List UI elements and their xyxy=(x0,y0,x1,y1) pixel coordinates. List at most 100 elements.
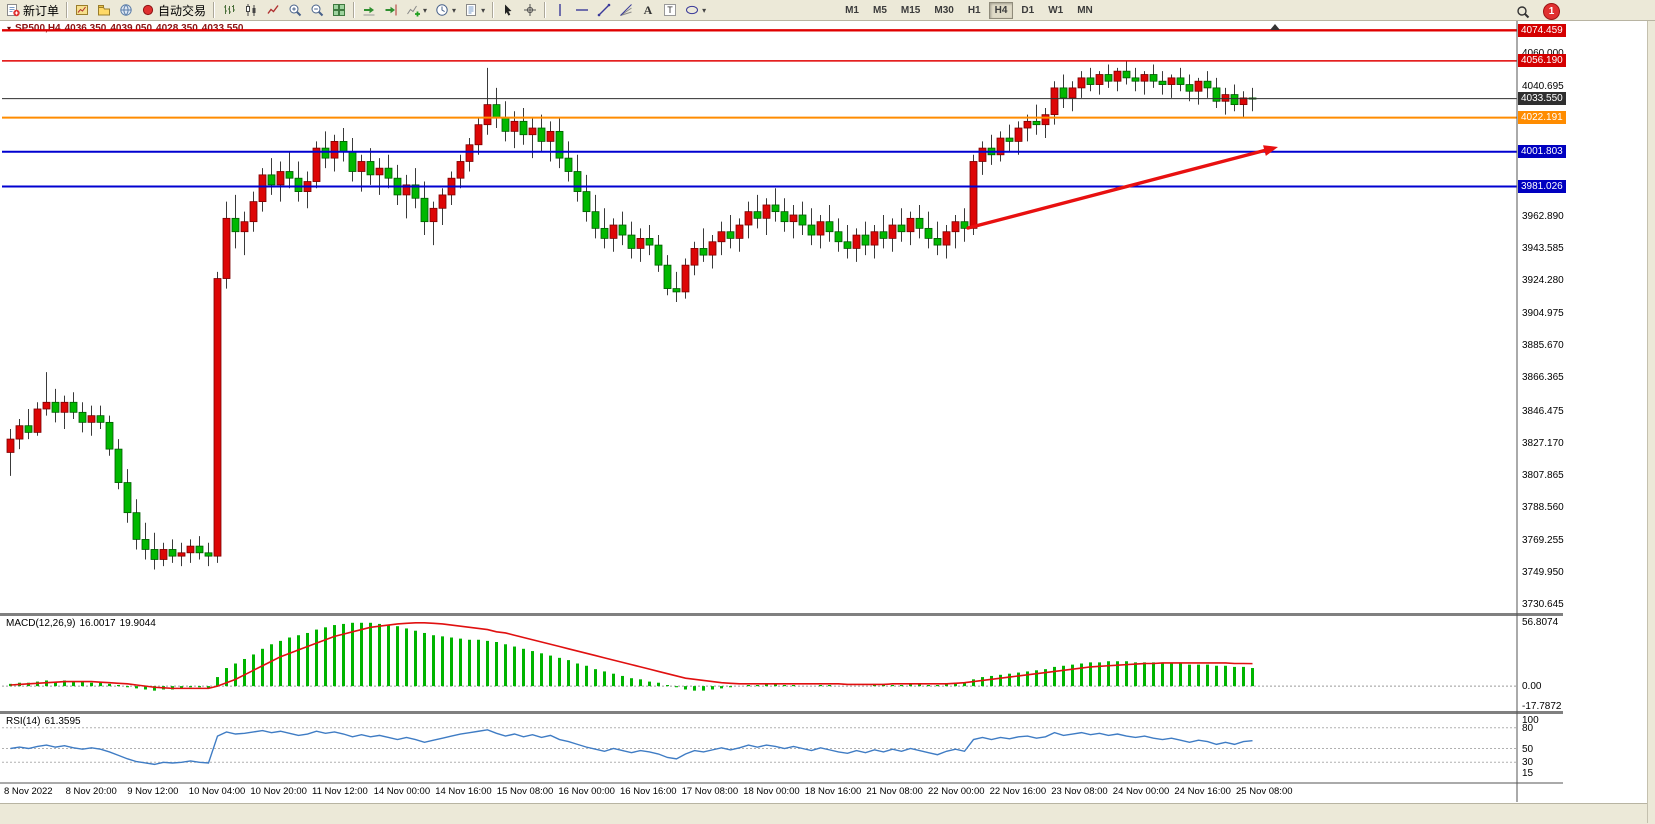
candle-down xyxy=(150,549,159,560)
candle-up xyxy=(942,231,951,246)
panel-splitter[interactable] xyxy=(0,613,1563,616)
candle-up xyxy=(60,401,69,413)
macd-name: MACD(12,26,9) xyxy=(6,618,76,629)
auto-scroll-button[interactable] xyxy=(358,1,380,20)
candle-up xyxy=(1014,127,1023,142)
crosshair-button[interactable] xyxy=(519,1,541,20)
main-toolbar: 新订单 自动交易 ▾ ▾ ▾ A T ▾ M1 M5 M15 M30 H1 H4 D1 W1 MN 1 xyxy=(0,0,1655,21)
shapes-button[interactable]: ▾ xyxy=(681,1,710,20)
candle-up xyxy=(15,425,24,440)
price-axis-label: 3769.255 xyxy=(1522,534,1564,546)
rsi-label: RSI(14) 61.3595 xyxy=(6,716,85,727)
text-button[interactable]: A xyxy=(637,1,659,20)
chart-area[interactable]: ▾ SP500,H4 4036.350 4039.050 4028.350 4033.55… xyxy=(0,21,1655,824)
trendline-button[interactable] xyxy=(593,1,615,20)
trend-arrow-line[interactable] xyxy=(966,148,1267,230)
timeframe-M30[interactable]: M30 xyxy=(928,2,959,19)
candle-up xyxy=(636,238,645,249)
notification-badge[interactable]: 1 xyxy=(1543,3,1560,20)
price-axis[interactable]: 4060.000 4040.695 3962.890 3943.585 3924.280… xyxy=(1518,21,1648,823)
candle-up xyxy=(33,408,42,433)
data-window-button[interactable] xyxy=(115,1,137,20)
price-axis-label: 3885.670 xyxy=(1522,339,1564,351)
candle-down xyxy=(231,217,240,233)
hline-button[interactable] xyxy=(571,1,593,20)
candle-down xyxy=(798,214,807,226)
chart-canvas[interactable] xyxy=(0,21,1655,823)
candle-down xyxy=(825,221,834,233)
cursor-button[interactable] xyxy=(497,1,519,20)
ohlc-low: 4028.350 xyxy=(156,23,198,34)
vline-button[interactable] xyxy=(549,1,571,20)
candle-down xyxy=(294,177,303,192)
candle-up xyxy=(258,174,267,203)
candle-down xyxy=(1203,80,1212,89)
chart-shift-button[interactable] xyxy=(380,1,402,20)
candle-down xyxy=(141,539,150,550)
candle-down xyxy=(105,421,114,450)
label-icon: T xyxy=(663,3,677,17)
candle-up xyxy=(978,147,987,162)
candle-up xyxy=(438,194,447,209)
rsi-line xyxy=(10,729,1253,766)
timeframe-M5[interactable]: M5 xyxy=(867,2,893,19)
indicators-button[interactable]: ▾ xyxy=(402,1,431,20)
price-badge: 4022.191 xyxy=(1518,111,1566,125)
zoom-in-button[interactable] xyxy=(284,1,306,20)
auto-trading-button[interactable]: 自动交易 xyxy=(137,1,210,20)
candle-up xyxy=(870,231,879,246)
panel-splitter[interactable] xyxy=(0,711,1563,714)
chart-shift-marker[interactable] xyxy=(1270,24,1280,30)
candle-up xyxy=(312,147,321,182)
periods-button[interactable]: ▾ xyxy=(431,1,460,20)
timeframe-W1[interactable]: W1 xyxy=(1042,2,1069,19)
new-chart-button[interactable] xyxy=(71,1,93,20)
line-chart-icon xyxy=(266,3,280,17)
label-button[interactable]: T xyxy=(659,1,681,20)
rsi-axis-label: 100 xyxy=(1522,715,1539,726)
rsi-name: RSI(14) xyxy=(6,716,41,727)
candle-down xyxy=(933,238,942,246)
candle-down xyxy=(645,238,654,246)
tile-windows-button[interactable] xyxy=(328,1,350,20)
macd-histogram xyxy=(9,622,1254,691)
timeframe-M1[interactable]: M1 xyxy=(839,2,865,19)
chart-shift-icon xyxy=(384,3,398,17)
window-right-edge[interactable] xyxy=(1647,21,1655,823)
candle-down xyxy=(519,120,528,136)
price-badge: 3981.026 xyxy=(1518,180,1566,194)
ohlc-open: 4036.350 xyxy=(64,23,107,34)
timeframe-D1[interactable]: D1 xyxy=(1015,2,1040,19)
candle-up xyxy=(888,224,897,239)
fibo-button[interactable] xyxy=(615,1,637,20)
macd-axis-label: -17.7872 xyxy=(1522,701,1562,713)
symbol-marker-icon: ▾ xyxy=(7,24,12,33)
candlestick-chart-button[interactable] xyxy=(240,1,262,20)
trendline-icon xyxy=(597,3,611,17)
timeframe-H4[interactable]: H4 xyxy=(988,1,1014,19)
new-order-button[interactable]: 新订单 xyxy=(2,1,63,20)
search-button[interactable] xyxy=(1512,2,1534,21)
candle-down xyxy=(339,141,348,152)
profiles-button[interactable] xyxy=(93,1,115,20)
candle-up xyxy=(375,167,384,176)
ohlc-close: 4033.550 xyxy=(201,23,244,34)
timeframe-H1[interactable]: H1 xyxy=(962,2,987,19)
candle-down xyxy=(168,549,177,557)
line-chart-button[interactable] xyxy=(262,1,284,20)
bars-chart-button[interactable] xyxy=(218,1,240,20)
candle-up xyxy=(1077,77,1086,89)
profiles-icon xyxy=(97,3,111,17)
auto-scroll-icon xyxy=(362,3,376,17)
dropdown-arrow-icon: ▾ xyxy=(702,5,707,15)
candle-up xyxy=(276,171,285,186)
candle-down xyxy=(69,401,78,413)
zoom-out-button[interactable] xyxy=(306,1,328,20)
templates-button[interactable]: ▾ xyxy=(460,1,489,20)
timeframe-MN[interactable]: MN xyxy=(1071,2,1099,19)
price-badge: 4033.550 xyxy=(1518,92,1566,106)
candle-down xyxy=(654,244,663,266)
candle-down xyxy=(366,161,375,176)
price-axis-label: 3730.645 xyxy=(1522,599,1564,611)
timeframe-M15[interactable]: M15 xyxy=(895,2,926,19)
